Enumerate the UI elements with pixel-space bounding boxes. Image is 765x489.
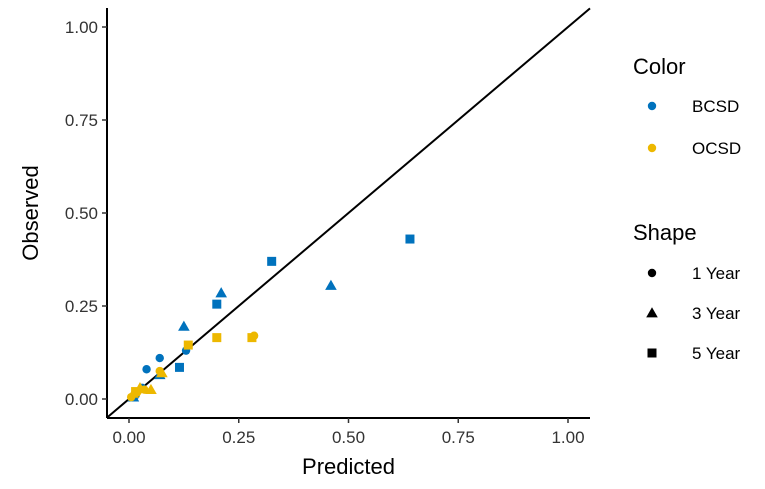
legend-shape-title: Shape	[633, 220, 697, 245]
data-point-bcsd-circle	[142, 365, 151, 374]
points-layer	[126, 234, 415, 402]
legend-color-key	[647, 101, 657, 111]
x-tick-label: 1.00	[551, 428, 584, 447]
x-tick-label: 0.25	[222, 428, 255, 447]
data-point-bcsd-triangle	[215, 287, 227, 298]
reference-line-layer	[106, 7, 591, 419]
legend-shape-label: 1 Year	[692, 264, 741, 283]
legend: Color BCSD OCSD Shape 1 Year 3 Year 5 Year	[633, 54, 741, 363]
y-axis-title: Observed	[18, 165, 43, 260]
legend-color-key	[647, 143, 657, 153]
data-point-ocsd-triangle	[145, 383, 157, 395]
y-tick-label: 0.75	[65, 111, 98, 130]
y-tick-label: 0.25	[65, 297, 98, 316]
legend-color-items: BCSD OCSD	[647, 97, 741, 158]
data-point-bcsd-square	[174, 362, 184, 372]
legend-shape-label: 5 Year	[692, 344, 741, 363]
legend-shape-key	[647, 348, 657, 358]
data-point-bcsd-circle	[155, 353, 164, 363]
data-point-bcsd-square	[212, 299, 222, 309]
y-axis-ticks: 0.00 0.25 0.50 0.75 1.00	[65, 18, 107, 409]
legend-color-label: OCSD	[692, 139, 741, 158]
data-point-bcsd-triangle	[178, 320, 190, 331]
data-point-ocsd-square	[131, 387, 141, 397]
identity-line	[106, 7, 591, 419]
legend-shape-key	[647, 268, 657, 278]
data-point-bcsd-triangle	[325, 279, 337, 290]
legend-color-label: BCSD	[692, 97, 739, 116]
data-point-bcsd-square	[267, 256, 277, 266]
x-tick-label: 0.75	[442, 428, 475, 447]
data-point-ocsd-square	[212, 333, 222, 343]
x-axis-title: Predicted	[302, 454, 395, 479]
x-tick-label: 0.50	[332, 428, 365, 447]
legend-color-title: Color	[633, 54, 686, 79]
legend-shape-key	[646, 307, 658, 318]
y-tick-label: 0.50	[65, 204, 98, 223]
x-tick-label: 0.00	[112, 428, 145, 447]
y-tick-label: 0.00	[65, 390, 98, 409]
data-point-ocsd-triangle	[156, 367, 168, 378]
data-point-ocsd-square	[247, 333, 257, 343]
x-axis-ticks: 0.00 0.25 0.50 0.75 1.00	[112, 418, 585, 447]
y-tick-label: 1.00	[65, 18, 98, 37]
legend-shape-label: 3 Year	[692, 304, 741, 323]
legend-shape-items: 1 Year 3 Year 5 Year	[646, 264, 741, 363]
data-point-ocsd-square	[183, 340, 193, 350]
data-point-bcsd-square	[405, 234, 415, 244]
